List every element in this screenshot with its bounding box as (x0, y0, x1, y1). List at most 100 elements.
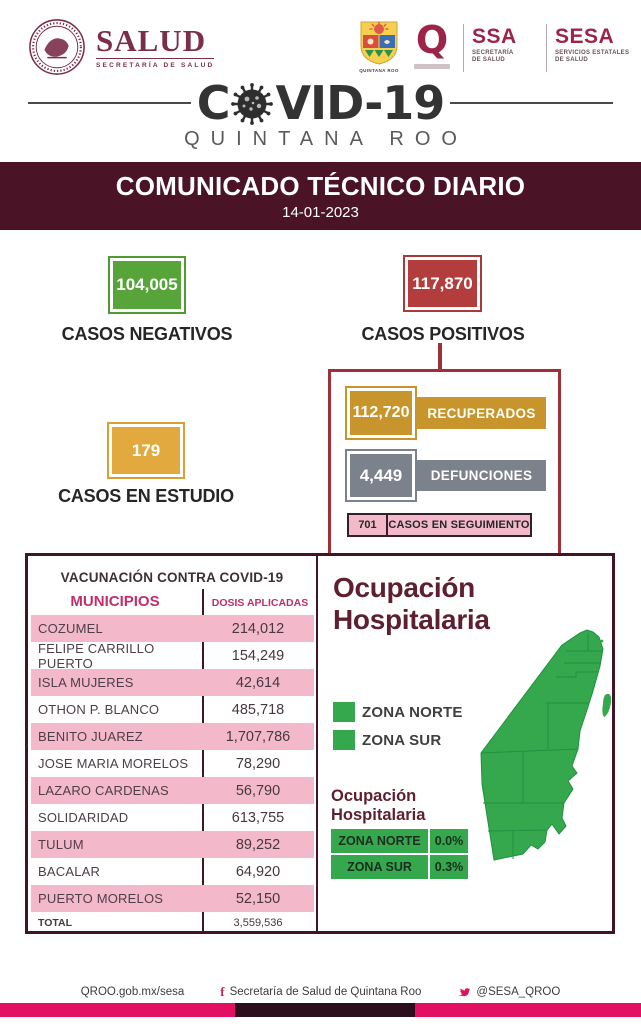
footer-bar-right (415, 1003, 641, 1017)
dosis-cell: 485,718 (231, 701, 285, 718)
municipio-cell: SOLIDARIDAD (38, 810, 129, 825)
table-row: JOSE MARIA MORELOS 78,290 (31, 750, 314, 777)
footer-website: QROO.gob.mx/sesa (81, 986, 185, 998)
legend-item: ZONA NORTE (333, 702, 463, 722)
banner-title: COMUNICADO TÉCNICO DIARIO (115, 171, 526, 201)
table-row: OTHON P. BLANCO 485,718 (31, 696, 314, 723)
zone-name: ZONA NORTE (331, 829, 428, 853)
municipio-cell: PUERTO MORELOS (38, 891, 164, 906)
hospital-subtitle-line1: Ocupación (331, 787, 417, 805)
zone-row: ZONA SUR 0.3% (331, 855, 468, 879)
negativos-value: 104,005 (113, 261, 181, 309)
quintana-roo-map-icon (480, 629, 612, 861)
zone-value: 0.0% (430, 829, 468, 853)
right-rule (450, 102, 614, 104)
facebook-icon: f (220, 984, 225, 999)
estudio-value: 179 (112, 427, 180, 474)
defunciones-box: 4,449 (345, 449, 417, 502)
website-text: QROO.gob.mx/sesa (80, 986, 185, 998)
logo-divider (463, 24, 464, 72)
zone-value: 0.3% (430, 855, 468, 879)
dosis-cell: 89,252 (235, 836, 281, 853)
footer: QROO.gob.mx/sesa f Secretaría de Salud d… (0, 984, 641, 1000)
banner-date: 14-01-2023 (282, 204, 359, 221)
hospital-title: Ocupación Hospitalaria (333, 572, 490, 636)
vaccination-rows: COZUMEL 214,012 FELIPE CARRILLO PUERTO 154,… (31, 615, 314, 912)
facebook-text: Secretaría de Salud de Quintana Roo (229, 986, 422, 998)
legend-swatch (333, 730, 355, 750)
municipio-cell: JOSE MARIA MORELOS (38, 756, 189, 771)
twitter-text: @SESA_QROO (476, 986, 561, 998)
column-header-dosis: DOSIS APLICADAS (211, 597, 309, 609)
salud-logo: SALUD SECRETARÍA DE SALUD (28, 18, 215, 76)
footer-facebook: f Secretaría de Salud de Quintana Roo (220, 984, 421, 1000)
table-row: BACALAR 64,920 (31, 858, 314, 885)
recuperados-bar: RECUPERADOS (417, 397, 546, 429)
footer-twitter: @SESA_QROO (457, 986, 560, 998)
table-total-row: TOTAL 3,559,536 (31, 912, 314, 933)
zone-name: ZONA SUR (331, 855, 428, 879)
zone-legend: ZONA NORTE ZONA SUR (333, 702, 463, 758)
ssa-subtitle-2: DE SALUD (472, 57, 506, 63)
hospital-title-line1: Ocupación (333, 572, 475, 603)
table-row: ISLA MUJERES 42,614 (31, 669, 314, 696)
quintana-roo-caption: QUINTANA ROO (359, 68, 399, 73)
salud-wordmark: SALUD (96, 22, 207, 58)
municipio-cell: BACALAR (38, 864, 101, 879)
municipio-cell: COZUMEL (38, 621, 103, 636)
sesa-logo: SESA SERVICIOS ESTATALES DE SALUD (555, 20, 633, 64)
positivos-box: 117,870 (403, 255, 482, 312)
negativos-box: 104,005 (108, 256, 186, 314)
quintana-roo-map (476, 625, 618, 865)
dosis-cell: 214,012 (231, 620, 285, 637)
q-logo: Q (409, 20, 455, 69)
legend-item: ZONA SUR (333, 730, 463, 750)
defunciones-value: 4,449 (350, 454, 412, 497)
defunciones-bar: DEFUNCIONES (417, 460, 546, 491)
footer-bar-middle (235, 1003, 415, 1017)
hospital-title-line2: Hospitalaria (333, 604, 490, 635)
dosis-cell: 613,755 (231, 809, 285, 826)
sesa-subtitle-1: SERVICIOS ESTATALES (555, 50, 630, 56)
positivos-label: CASOS POSITIVOS (361, 324, 525, 344)
dosis-cell: 56,790 (235, 782, 281, 799)
banner: COMUNICADO TÉCNICO DIARIO 14-01-2023 (0, 162, 641, 230)
municipio-cell: OTHON P. BLANCO (38, 702, 160, 717)
covid-text-vid19: VID-19 (275, 76, 445, 130)
municipio-cell: BENITO JUAREZ (38, 729, 143, 744)
total-label: TOTAL (38, 916, 73, 929)
total-value: 3,559,536 (233, 916, 283, 929)
municipio-cell: ISLA MUJERES (38, 675, 134, 690)
salud-subtitle: SECRETARÍA DE SALUD (96, 57, 215, 69)
estudio-label: CASOS EN ESTUDIO (58, 486, 234, 506)
hospital-subtitle-line2: Hospitalaria (331, 806, 426, 824)
quintana-roo-shield-icon (360, 21, 398, 65)
recuperados-value: 112,720 (350, 391, 412, 435)
recuperados-box: 112,720 (345, 386, 417, 440)
sesa-subtitle-2: DE SALUD (555, 57, 589, 63)
vaccination-title: VACUNACIÓN CONTRA COVID-19 (60, 570, 284, 585)
legend-swatch (333, 702, 355, 722)
zone-occupancy-table: ZONA NORTE 0.0% ZONA SUR 0.3% (331, 829, 468, 881)
connector-line (438, 343, 442, 370)
ssa-wordmark: SSA (472, 25, 517, 48)
municipio-cell: TULUM (38, 837, 84, 852)
negativos-label: CASOS NEGATIVOS (61, 324, 233, 344)
table-row: COZUMEL 214,012 (31, 615, 314, 642)
hospital-subtitle: Ocupación Hospitalaria (331, 787, 425, 825)
municipio-cell: LAZARO CARDENAS (38, 783, 169, 798)
footer-bar-left (0, 1003, 235, 1017)
dosis-cell: 52,150 (235, 890, 281, 907)
ssa-logo: SSA SECRETARÍA DE SALUD (472, 20, 538, 64)
covid-text-c: C (196, 76, 231, 130)
table-row: BENITO JUAREZ 1,707,786 (31, 723, 314, 750)
table-row: PUERTO MORELOS 52,150 (31, 885, 314, 912)
dosis-cell: 42,614 (235, 674, 281, 691)
quintana-roo-shield: QUINTANA ROO (357, 20, 401, 73)
legend-label: ZONA NORTE (362, 703, 463, 721)
table-row: TULUM 89,252 (31, 831, 314, 858)
column-header-municipios: MUNICIPIOS (70, 593, 160, 610)
dosis-cell: 1,707,786 (225, 728, 291, 745)
covid-subtitle: QUINTANA ROO (184, 128, 468, 150)
